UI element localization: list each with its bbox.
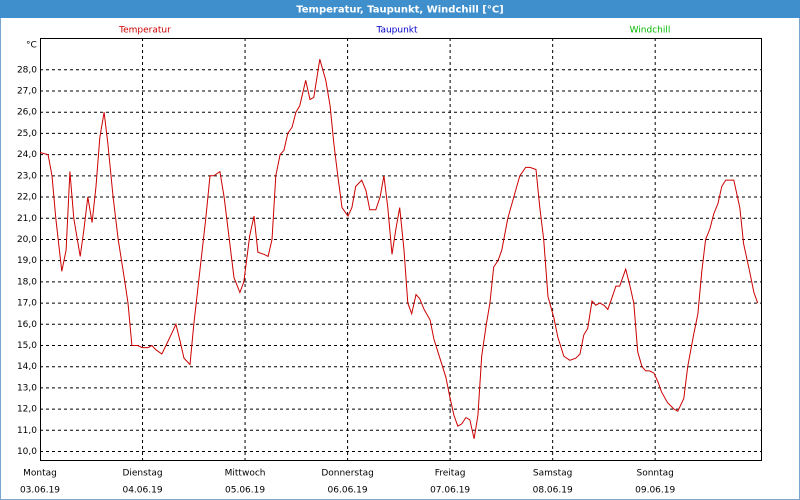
x-tick-label: Dienstag [122,469,162,479]
y-tick-label: 28,0 [17,65,37,75]
title-bar [0,0,800,18]
x-tick-label: Mittwoch [225,469,266,479]
y-tick-label: 11,0 [17,426,37,436]
chart-title: Temperatur, Taupunkt, Windchill [°C] [296,5,504,16]
y-tick-label: 13,0 [17,383,37,393]
y-unit: °C [26,41,37,51]
x-tick-label: Montag [23,469,57,479]
y-tick-label: 21,0 [17,214,37,224]
x-tick-date: 04.06.19 [122,486,162,496]
y-tick-label: 26,0 [17,108,37,118]
x-tick-label: Freitag [435,469,466,479]
x-tick-label: Samstag [533,469,572,479]
x-tick-label: Sonntag [636,469,673,479]
legend-entry: Temperatur [118,26,171,36]
y-tick-label: 19,0 [17,256,37,266]
y-tick-label: 27,0 [17,87,37,97]
y-tick-label: 20,0 [17,235,37,245]
line-series [39,59,759,439]
x-tick-date: 08.06.19 [533,486,573,496]
x-tick-label: Donnerstag [321,469,374,479]
x-tick-date: 03.06.19 [20,486,60,496]
legend-entry: Windchill [630,26,671,36]
y-tick-label: 25,0 [17,129,37,139]
y-tick-label: 17,0 [17,299,37,309]
x-tick-date: 07.06.19 [430,486,470,496]
plot-frame [40,38,762,461]
y-tick-label: 18,0 [17,277,37,287]
y-tick-label: 16,0 [17,320,37,330]
y-tick-label: 14,0 [17,362,37,372]
y-tick-label: 22,0 [17,193,37,203]
x-tick-date: 09.06.19 [635,486,675,496]
y-tick-label: 12,0 [17,405,37,415]
x-tick-date: 06.06.19 [328,486,368,496]
y-tick-label: 23,0 [17,171,37,181]
y-tick-label: 15,0 [17,341,37,351]
legend-entry: Taupunkt [375,26,418,36]
x-tick-date: 05.06.19 [225,486,265,496]
y-tick-label: 10,0 [17,447,37,457]
y-tick-label: 24,0 [17,150,37,160]
